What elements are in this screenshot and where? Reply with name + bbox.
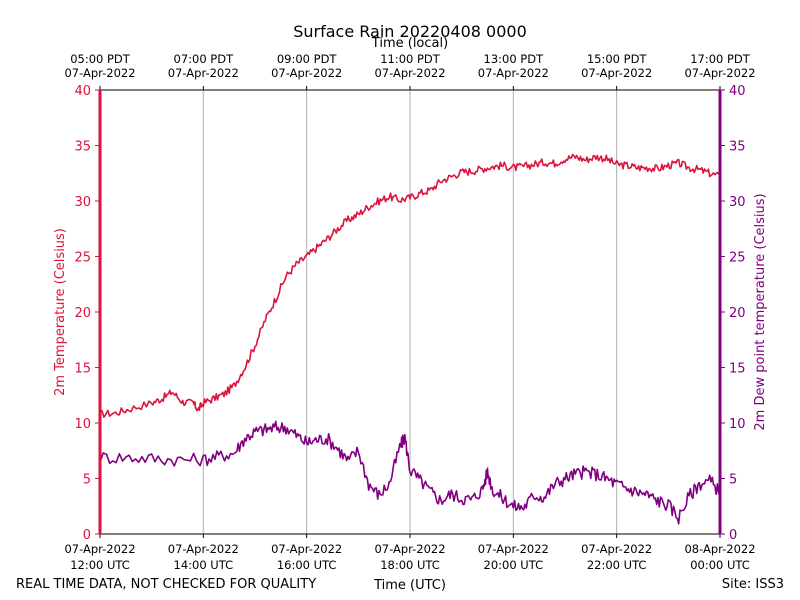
top-tick-label-time: 17:00 PDT xyxy=(690,52,751,66)
top-tick-label-date: 07-Apr-2022 xyxy=(168,66,239,80)
top-tick-label-date: 07-Apr-2022 xyxy=(478,66,549,80)
y-tick-label-right: 40 xyxy=(729,84,746,99)
top-tick-label-date: 07-Apr-2022 xyxy=(64,66,135,80)
x-tick-label-date: 07-Apr-2022 xyxy=(374,542,445,556)
left-axis-label: 2m Temperature (Celsius) xyxy=(53,228,68,396)
vertical-gridlines xyxy=(202,90,618,534)
top-tick-label-time: 11:00 PDT xyxy=(380,52,441,66)
y-tick-label-right: 10 xyxy=(729,417,746,432)
x-tick-label-time: 16:00 UTC xyxy=(277,558,337,572)
chart-title: Surface Rain 20220408 0000 xyxy=(293,22,527,41)
y-tick-label-left: 25 xyxy=(74,251,91,266)
top-tick-label-date: 07-Apr-2022 xyxy=(374,66,445,80)
y-tick-label-left: 40 xyxy=(74,84,91,99)
y-tick-label-left: 5 xyxy=(83,473,91,488)
top-tick-label-time: 07:00 PDT xyxy=(174,52,235,66)
x-tick-label-date: 07-Apr-2022 xyxy=(581,542,652,556)
x-axis-label: Time (UTC) xyxy=(373,578,446,593)
top-tick-label-date: 07-Apr-2022 xyxy=(684,66,755,80)
top-axis-label: Time (local) xyxy=(371,36,448,51)
y-tick-label-right: 25 xyxy=(729,251,746,266)
top-tick-label-time: 05:00 PDT xyxy=(70,52,131,66)
dewpoint-line xyxy=(99,420,721,525)
y-tick-label-right: 35 xyxy=(729,140,746,155)
x-tick-label-time: 22:00 UTC xyxy=(587,558,647,572)
x-tick-label-date: 08-Apr-2022 xyxy=(684,542,755,556)
y-tick-label-left: 0 xyxy=(83,528,91,543)
x-tick-label-date: 07-Apr-2022 xyxy=(478,542,549,556)
y-tick-label-right: 0 xyxy=(729,528,737,543)
x-tick-label-time: 14:00 UTC xyxy=(174,558,234,572)
y-tick-label-right: 15 xyxy=(729,362,746,377)
temperature-line xyxy=(99,153,721,419)
x-tick-label-date: 07-Apr-2022 xyxy=(168,542,239,556)
top-tick-label-time: 09:00 PDT xyxy=(277,52,338,66)
series-lines xyxy=(99,153,721,525)
quality-note: REAL TIME DATA, NOT CHECKED FOR QUALITY xyxy=(16,577,316,592)
y-tick-label-left: 30 xyxy=(74,195,91,210)
x-tick-label-date: 07-Apr-2022 xyxy=(271,542,342,556)
x-tick-label-time: 18:00 UTC xyxy=(380,558,440,572)
top-tick-label-date: 07-Apr-2022 xyxy=(581,66,652,80)
x-tick-label-time: 20:00 UTC xyxy=(484,558,544,572)
y-tick-label-left: 35 xyxy=(74,140,91,155)
x-tick-label-time: 12:00 UTC xyxy=(70,558,130,572)
x-tick-label-date: 07-Apr-2022 xyxy=(64,542,135,556)
y-tick-label-right: 20 xyxy=(729,306,746,321)
right-axis-label: 2m Dew point temperature (Celsius) xyxy=(753,193,768,430)
y-tick-label-right: 5 xyxy=(729,473,737,488)
site-label: Site: ISS3 xyxy=(722,577,784,592)
y-tick-label-left: 10 xyxy=(74,417,91,432)
top-tick-label-time: 13:00 PDT xyxy=(484,52,545,66)
y-tick-label-right: 30 xyxy=(729,195,746,210)
y-tick-label-left: 15 xyxy=(74,362,91,377)
top-tick-label-date: 07-Apr-2022 xyxy=(271,66,342,80)
y-tick-label-left: 20 xyxy=(74,306,91,321)
top-tick-label-time: 15:00 PDT xyxy=(587,52,648,66)
x-tick-label-time: 00:00 UTC xyxy=(690,558,750,572)
